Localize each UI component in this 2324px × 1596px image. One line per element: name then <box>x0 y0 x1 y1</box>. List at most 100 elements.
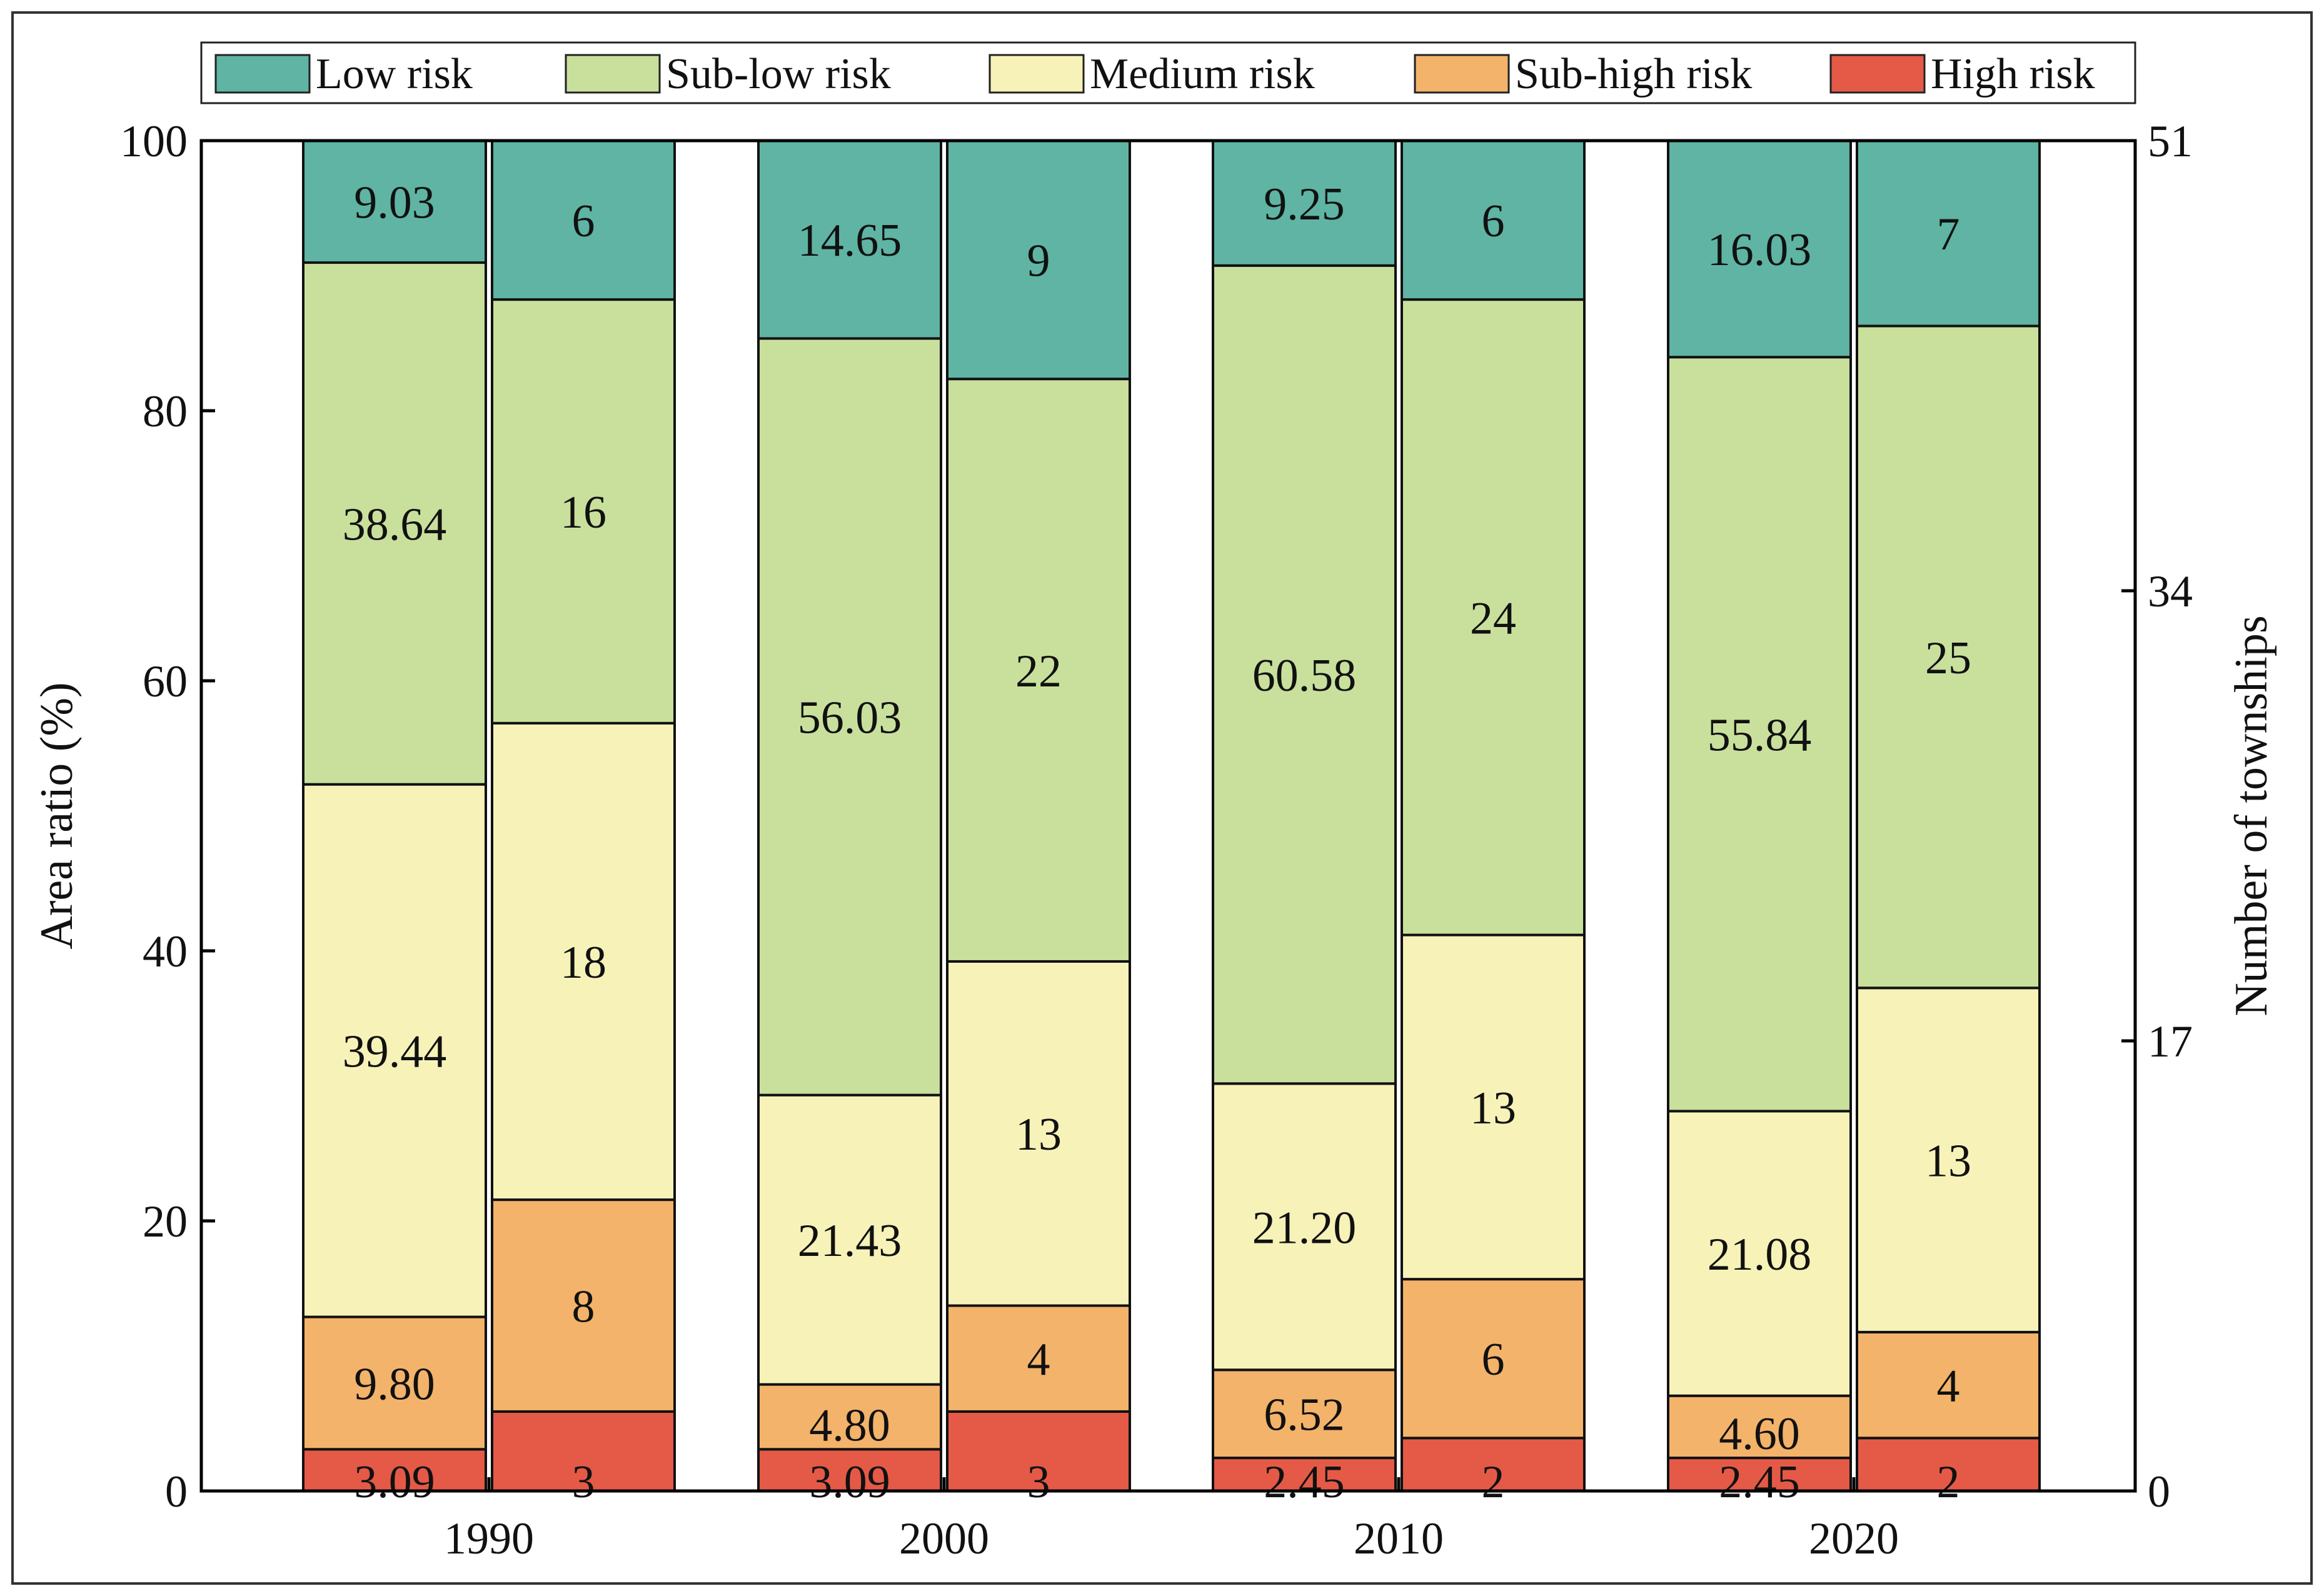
township-bar-2020-label-high-risk: 2 <box>1937 1457 1960 1508</box>
area-bar-2020-label-low-risk: 16.03 <box>1708 224 1812 276</box>
township-bar-2000-label-sub-high-risk: 4 <box>1027 1334 1050 1385</box>
x-tick-label-1990: 1990 <box>444 1513 534 1563</box>
area-bar-1990-label-sub-low-risk: 38.64 <box>343 499 447 550</box>
area-bar-2020-segment-low-risk <box>1667 139 1852 359</box>
township-bar-2000-label-low-risk: 9 <box>1027 236 1050 287</box>
bars-group: 3.09 9.80 39.44 38.64 9.03 3 8 18 16 6 3.09 4.80 21.… <box>302 139 2041 1508</box>
township-bar-2020-label-sub-high-risk: 4 <box>1937 1361 1960 1412</box>
area-bar-1990-label-medium-risk: 39.44 <box>343 1026 447 1078</box>
area-bar-2000-label-sub-low-risk: 56.03 <box>798 693 902 744</box>
area-bar-2010-segment-medium-risk <box>1212 1082 1397 1372</box>
township-bar-2000-segment-sub-high-risk <box>946 1304 1131 1413</box>
township-bar-2000-segment-low-risk <box>946 139 1131 381</box>
y-right-tick-label: 51 <box>2148 116 2193 166</box>
township-bar-2000-label-medium-risk: 13 <box>1015 1109 1062 1160</box>
y-right-tick-label: 17 <box>2148 1016 2193 1067</box>
area-bar-2020-label-high-risk: 2.45 <box>1719 1457 1800 1508</box>
township-bar-2020-segment-sub-low-risk <box>1856 324 2041 990</box>
township-bar-2020-segment-sub-high-risk <box>1856 1330 2041 1440</box>
area-bar-2000-segment-sub-low-risk <box>757 337 942 1097</box>
area-bar-1990-label-sub-high-risk: 9.80 <box>354 1358 435 1410</box>
township-bar-2010-segment-low-risk <box>1401 139 1586 301</box>
x-tick-label-2010: 2010 <box>1354 1513 1444 1563</box>
township-bar-1990-label-sub-low-risk: 16 <box>560 487 606 538</box>
township-bar-1990-segment-medium-risk <box>491 721 676 1202</box>
y-left-tick-label: 60 <box>143 656 188 706</box>
y-right-tick-label: 0 <box>2148 1467 2170 1517</box>
area-bar-2020-segment-medium-risk <box>1667 1110 1852 1397</box>
area-bar-2000-label-medium-risk: 21.43 <box>798 1215 902 1267</box>
plot-area-border <box>199 139 2137 1493</box>
township-bar-1990-label-low-risk: 6 <box>572 196 595 247</box>
township-bar-2000-label-sub-low-risk: 22 <box>1015 646 1062 697</box>
township-bar-1990-label-sub-high-risk: 8 <box>572 1282 595 1333</box>
township-bar-2000-segment-medium-risk <box>946 960 1131 1307</box>
x-tick-label-2020: 2020 <box>1809 1513 1899 1563</box>
township-bar-1990-segment-sub-high-risk <box>491 1198 676 1413</box>
area-bar-2010-label-sub-low-risk: 60.58 <box>1252 650 1357 701</box>
y-right-tick-label: 34 <box>2148 566 2193 616</box>
y-left-tick-label: 0 <box>165 1467 188 1517</box>
township-bar-2000-segment-sub-low-risk <box>946 378 1131 963</box>
township-bar-2010-label-sub-high-risk: 6 <box>1482 1334 1505 1385</box>
area-bar-2000-label-sub-high-risk: 4.80 <box>809 1400 890 1451</box>
area-bar-2000-segment-medium-risk <box>757 1093 942 1386</box>
area-bar-2010-label-low-risk: 9.25 <box>1264 179 1345 230</box>
area-bar-2000-label-low-risk: 14.65 <box>798 215 902 266</box>
township-bar-1990-label-medium-risk: 18 <box>560 937 606 988</box>
area-bar-2000-label-high-risk: 3.09 <box>809 1457 890 1508</box>
area-bar-1990-segment-sub-low-risk <box>302 261 487 786</box>
township-bar-2000-label-high-risk: 3 <box>1027 1457 1050 1508</box>
township-bar-2020-segment-medium-risk <box>1856 986 2041 1333</box>
township-bar-2010-segment-medium-risk <box>1401 933 1586 1281</box>
legend-label-sub-high-risk: Sub-high risk <box>1515 50 1752 98</box>
area-bar-2020-segment-sub-high-risk <box>1667 1394 1852 1460</box>
y-left-tick-label: 80 <box>143 386 188 436</box>
area-bar-2020-label-sub-low-risk: 55.84 <box>1708 710 1812 761</box>
legend-swatch-medium-risk <box>988 54 1085 94</box>
township-bar-2010-label-sub-low-risk: 24 <box>1470 593 1516 644</box>
township-bar-1990-segment-low-risk <box>491 139 676 301</box>
township-bar-1990-label-high-risk: 3 <box>572 1457 595 1508</box>
x-tick-label-2000: 2000 <box>899 1513 989 1563</box>
legend-swatch-sub-high-risk <box>1414 54 1510 94</box>
legend-swatch-sub-low-risk <box>565 54 661 94</box>
area-bar-2000-segment-low-risk <box>757 139 942 340</box>
legend-box <box>200 41 2136 104</box>
area-bar-1990-segment-medium-risk <box>302 783 487 1318</box>
area-bar-1990-label-low-risk: 9.03 <box>354 178 435 229</box>
township-bar-2020-segment-low-risk <box>1856 139 2041 328</box>
township-bar-2010-label-medium-risk: 13 <box>1470 1083 1516 1134</box>
area-bar-2020-label-medium-risk: 21.08 <box>1708 1229 1812 1280</box>
area-bar-2000-segment-sub-high-risk <box>757 1383 942 1451</box>
area-bar-2010-segment-sub-high-risk <box>1212 1368 1397 1460</box>
legend-label-low-risk: Low risk <box>316 50 473 98</box>
y-axis-title-right: Number of townships <box>2226 615 2277 1016</box>
area-bar-2010-segment-low-risk <box>1212 139 1397 267</box>
area-bar-2010-segment-high-risk <box>1212 1457 1397 1493</box>
legend-label-high-risk: High risk <box>1931 50 2095 98</box>
township-bar-2010-label-low-risk: 6 <box>1482 196 1505 247</box>
area-bar-2010-label-sub-high-risk: 6.52 <box>1264 1390 1345 1441</box>
area-bar-2020-segment-sub-low-risk <box>1667 356 1852 1113</box>
township-bar-2020-label-sub-low-risk: 25 <box>1925 633 1971 684</box>
township-bar-2020-label-low-risk: 7 <box>1937 209 1960 260</box>
area-bar-2010-label-high-risk: 2.45 <box>1264 1457 1345 1508</box>
y-left-tick-label: 20 <box>143 1197 188 1247</box>
y-axis-title-left: Area ratio (%) <box>31 682 83 949</box>
legend-label-medium-risk: Medium risk <box>1090 50 1315 98</box>
area-bar-1990-segment-low-risk <box>302 139 487 264</box>
legend: Low risk Sub-low risk Medium risk Sub-high … <box>200 41 2136 104</box>
township-bar-2010-label-high-risk: 2 <box>1482 1457 1505 1508</box>
township-bar-1990-segment-high-risk <box>491 1410 676 1492</box>
township-bar-2010-segment-sub-low-risk <box>1401 298 1586 936</box>
legend-label-sub-low-risk: Sub-low risk <box>666 50 891 98</box>
legend-swatch-high-risk <box>1829 54 1926 94</box>
township-bar-2020-label-medium-risk: 13 <box>1925 1136 1971 1187</box>
area-bar-2020-label-sub-high-risk: 4.60 <box>1719 1408 1800 1460</box>
township-bar-2010-segment-sub-high-risk <box>1401 1278 1586 1440</box>
area-bar-2010-segment-sub-low-risk <box>1212 264 1397 1085</box>
area-bar-1990-segment-sub-high-risk <box>302 1315 487 1451</box>
